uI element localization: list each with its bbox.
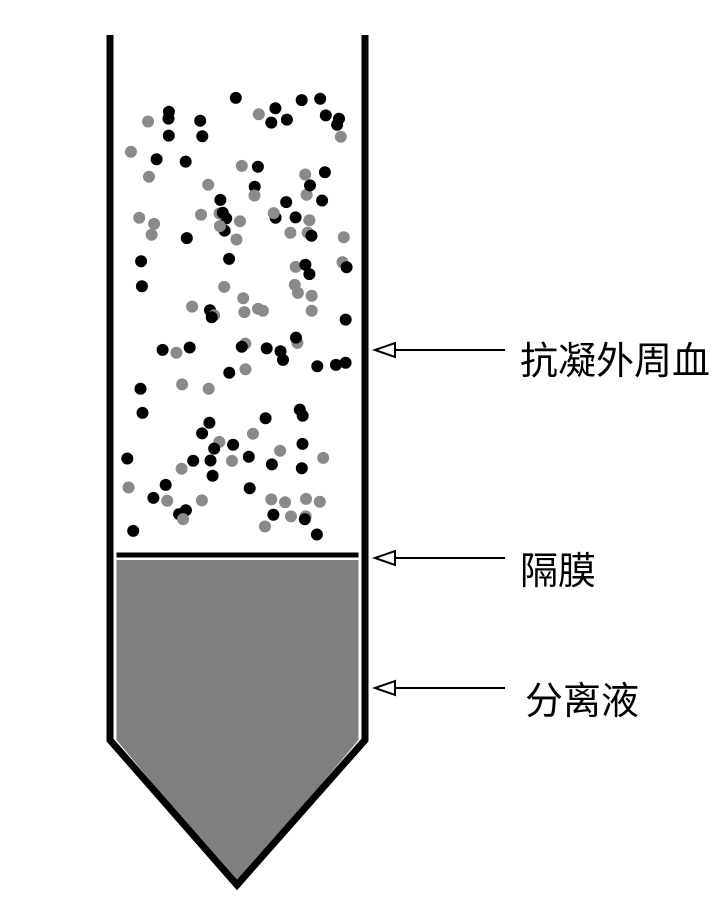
label-membrane: 隔膜 — [520, 540, 596, 595]
label-fluid: 分离液 — [525, 670, 639, 725]
diagram-svg — [0, 0, 723, 918]
arrow-blood — [375, 343, 505, 357]
blood-layer-bg — [117, 80, 359, 550]
arrow-fluid — [375, 681, 505, 695]
tube-diagram: 抗凝外周血 隔膜 分离液 — [0, 0, 723, 918]
separation-fluid-region — [117, 560, 359, 885]
arrow-membrane — [375, 551, 505, 565]
label-blood: 抗凝外周血 — [520, 330, 710, 385]
